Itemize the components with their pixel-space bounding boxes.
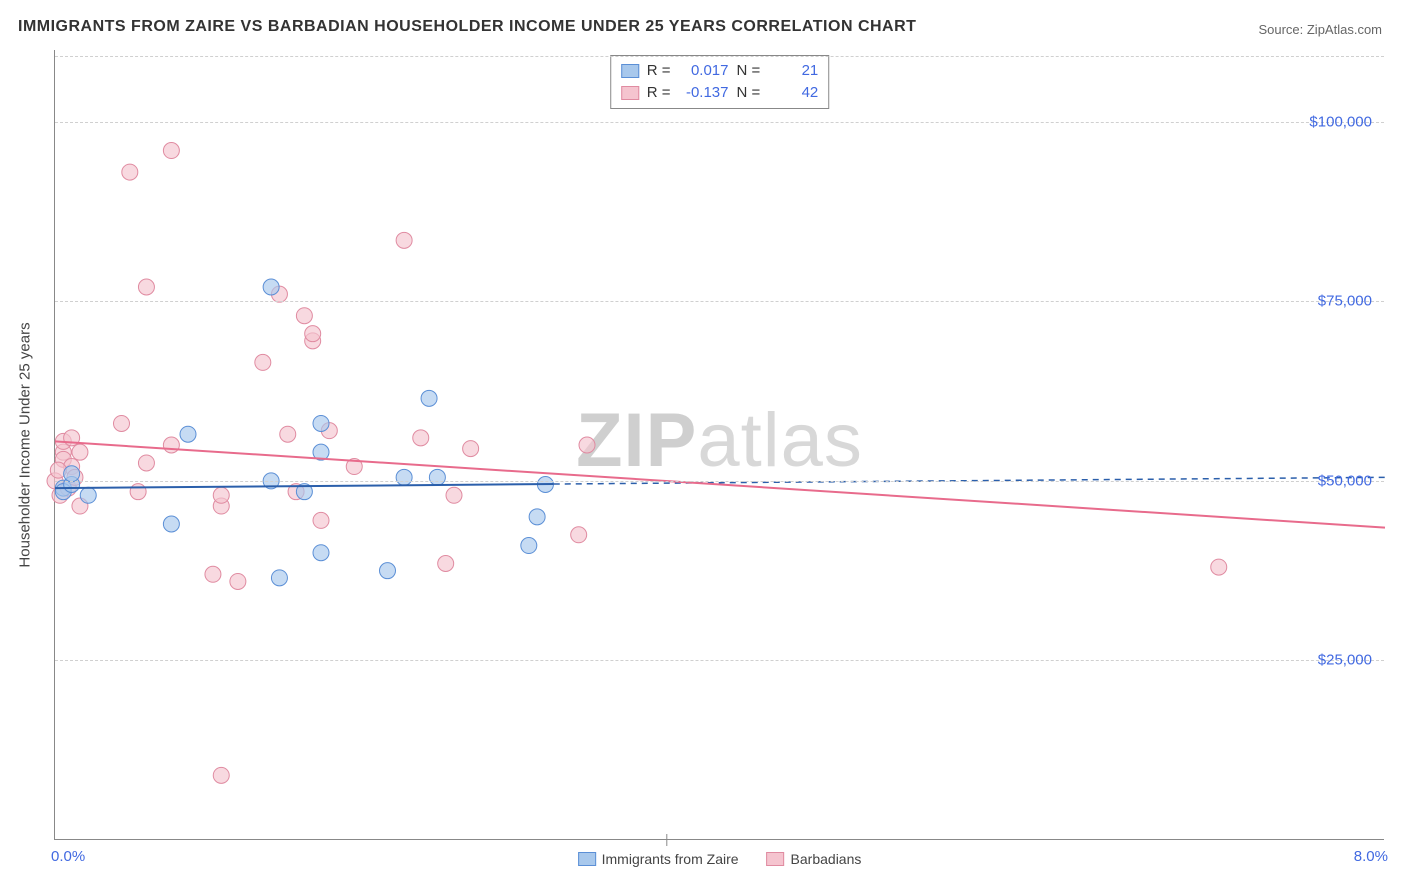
y-tick-label: $25,000 <box>1318 652 1372 669</box>
swatch-barbadians <box>767 852 785 866</box>
trend-line <box>55 441 1385 527</box>
x-tick-0: 0.0% <box>51 848 85 865</box>
plot-area: ZIPatlas Householder Income Under 25 yea… <box>54 50 1384 840</box>
gridline-h <box>55 660 1384 661</box>
y-tick-label: $75,000 <box>1318 293 1372 310</box>
scatter-point <box>80 487 96 503</box>
scatter-point <box>280 426 296 442</box>
scatter-point <box>529 509 545 525</box>
scatter-point <box>163 437 179 453</box>
scatter-point <box>396 469 412 485</box>
scatter-point <box>413 430 429 446</box>
gridline-h <box>55 301 1384 302</box>
stats-legend: R = 0.017 N = 21 R = -0.137 N = 42 <box>610 55 830 109</box>
legend-item-barbadians: Barbadians <box>767 851 862 867</box>
bottom-legend: Immigrants from Zaire Barbadians <box>578 851 862 867</box>
n-label: N = <box>737 82 761 104</box>
swatch-zaire <box>621 64 639 78</box>
scatter-point <box>313 415 329 431</box>
scatter-point <box>138 279 154 295</box>
legend-label: Barbadians <box>791 851 862 867</box>
stats-row-zaire: R = 0.017 N = 21 <box>621 60 819 82</box>
scatter-point <box>463 441 479 457</box>
scatter-point <box>114 415 130 431</box>
n-value-barbadians: 42 <box>768 82 818 104</box>
scatter-point <box>296 308 312 324</box>
r-value-zaire: 0.017 <box>679 60 729 82</box>
y-axis-label: Householder Income Under 25 years <box>17 322 34 567</box>
chart-svg <box>55 50 1384 839</box>
scatter-point <box>72 444 88 460</box>
n-value-zaire: 21 <box>768 60 818 82</box>
scatter-point <box>180 426 196 442</box>
scatter-point <box>163 143 179 159</box>
scatter-point <box>396 232 412 248</box>
scatter-point <box>438 556 454 572</box>
y-tick-label: $50,000 <box>1318 472 1372 489</box>
x-tick-1: 8.0% <box>1354 848 1388 865</box>
scatter-point <box>571 527 587 543</box>
scatter-point <box>521 538 537 554</box>
scatter-point <box>313 512 329 528</box>
scatter-point <box>255 354 271 370</box>
source-label: Source: ZipAtlas.com <box>1258 22 1382 37</box>
scatter-point <box>64 466 80 482</box>
n-label: N = <box>737 60 761 82</box>
scatter-point <box>205 566 221 582</box>
stats-row-barbadians: R = -0.137 N = 42 <box>621 82 819 104</box>
scatter-point <box>122 164 138 180</box>
scatter-point <box>305 326 321 342</box>
scatter-point <box>579 437 595 453</box>
scatter-point <box>130 484 146 500</box>
scatter-point <box>163 516 179 532</box>
scatter-point <box>1211 559 1227 575</box>
scatter-point <box>421 390 437 406</box>
swatch-barbadians <box>621 86 639 100</box>
scatter-point <box>380 563 396 579</box>
y-tick-label: $100,000 <box>1309 113 1372 130</box>
scatter-point <box>263 279 279 295</box>
scatter-point <box>230 573 246 589</box>
gridline-h <box>55 481 1384 482</box>
scatter-point <box>446 487 462 503</box>
r-value-barbadians: -0.137 <box>679 82 729 104</box>
swatch-zaire <box>578 852 596 866</box>
scatter-point <box>213 767 229 783</box>
gridline-h <box>55 122 1384 123</box>
r-label: R = <box>647 60 671 82</box>
gridline-h <box>55 56 1384 57</box>
chart-title: IMMIGRANTS FROM ZAIRE VS BARBADIAN HOUSE… <box>18 18 916 36</box>
r-label: R = <box>647 82 671 104</box>
legend-label: Immigrants from Zaire <box>602 851 739 867</box>
scatter-point <box>313 545 329 561</box>
scatter-point <box>429 469 445 485</box>
scatter-point <box>138 455 154 471</box>
legend-item-zaire: Immigrants from Zaire <box>578 851 739 867</box>
scatter-point <box>271 570 287 586</box>
scatter-point <box>213 487 229 503</box>
